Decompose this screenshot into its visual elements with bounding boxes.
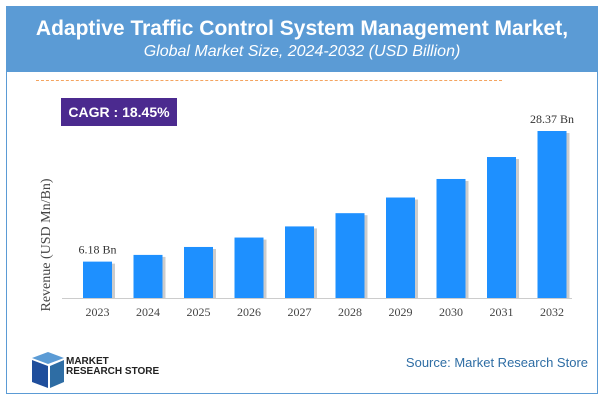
header: Adaptive Traffic Control System Manageme… bbox=[7, 7, 597, 72]
chart-title: Adaptive Traffic Control System Manageme… bbox=[35, 17, 569, 40]
bar-2024 bbox=[133, 254, 163, 298]
data-label: 6.18 Bn bbox=[78, 243, 116, 257]
x-tick-label: 2028 bbox=[338, 305, 362, 319]
x-tick-label: 2030 bbox=[439, 305, 463, 319]
bar-2028 bbox=[335, 213, 365, 298]
x-tick-label: 2029 bbox=[389, 305, 413, 319]
logo-icon bbox=[32, 352, 64, 388]
x-tick-label: 2026 bbox=[237, 305, 261, 319]
bar-2032 bbox=[537, 131, 567, 298]
x-tick-label: 2023 bbox=[86, 305, 110, 319]
x-tick-label: 2024 bbox=[136, 305, 160, 319]
logo-line1: MARKET bbox=[66, 356, 109, 367]
x-tick-label: 2032 bbox=[540, 305, 564, 319]
chart-subtitle: Global Market Size, 2024-2032 (USD Billi… bbox=[143, 43, 461, 60]
cagr-badge: CAGR : 18.45% bbox=[61, 98, 177, 126]
bar-2023 bbox=[83, 261, 112, 298]
chart-frame bbox=[6, 6, 598, 394]
source-text: Source: Market Research Store bbox=[405, 355, 588, 370]
bar-2029 bbox=[386, 197, 415, 298]
y-axis-label: Revenue (USD Mn/Bn) bbox=[39, 178, 54, 312]
bar-2026 bbox=[234, 237, 264, 298]
x-tick-label: 2025 bbox=[187, 305, 211, 319]
divider bbox=[36, 80, 502, 81]
logo-line2: RESEARCH STORE bbox=[66, 366, 160, 377]
x-tick-label: 2027 bbox=[288, 305, 312, 319]
x-tick-label: 2031 bbox=[490, 305, 514, 319]
logo-text: MARKET RESEARCH STORE bbox=[66, 357, 159, 377]
bar-2031 bbox=[487, 157, 516, 298]
bar-2027 bbox=[285, 226, 314, 298]
bar-2030 bbox=[436, 178, 466, 298]
bar-2025 bbox=[184, 246, 213, 298]
data-label: 28.37 Bn bbox=[530, 112, 574, 126]
